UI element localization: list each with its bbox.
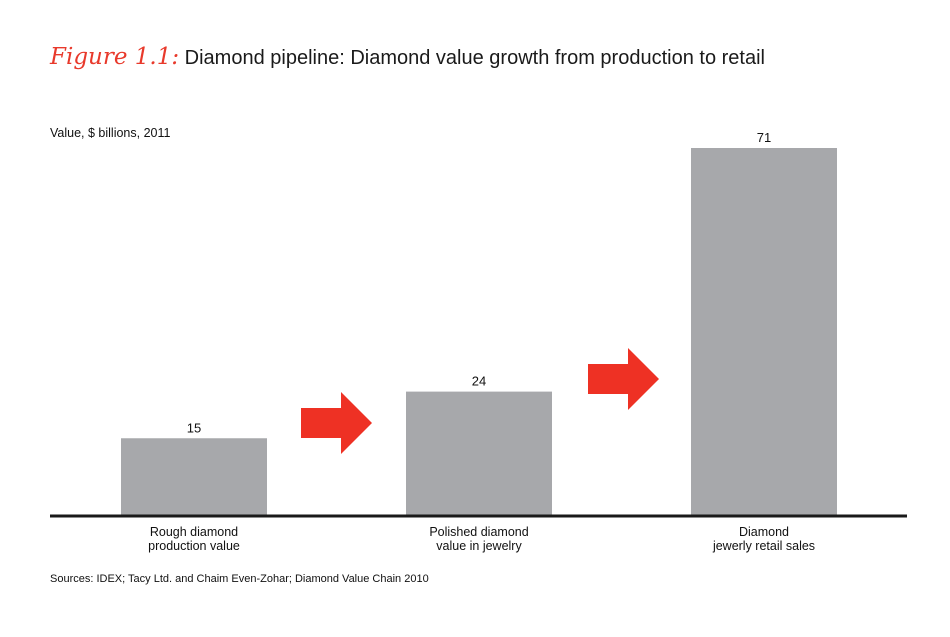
category-label-3-line-1: Diamond (739, 525, 789, 539)
chart-title: Figure 1.1: Diamond pipeline: Diamond va… (50, 44, 765, 70)
source-note: Sources: IDEX; Tacy Ltd. and Chaim Even-… (50, 573, 429, 585)
title-text: Diamond pipeline: Diamond value growth f… (184, 47, 765, 69)
bar-2 (406, 391, 552, 516)
bar-1 (121, 438, 267, 516)
arrow-right-icon-2 (588, 348, 659, 410)
data-label-2: 24 (472, 374, 486, 389)
category-label-1-line-2: production value (148, 539, 240, 553)
category-label-2-line-2: value in jewelry (436, 539, 522, 553)
y-axis-unit-label: Value, $ billions, 2011 (50, 126, 171, 140)
category-label-2-line-1: Polished diamond (429, 525, 528, 539)
category-label-3-line-2: jewerly retail sales (712, 539, 815, 553)
bar-3 (691, 148, 837, 516)
figure-label: Figure 1.1: (50, 44, 180, 70)
data-label-1: 15 (187, 420, 201, 435)
data-label-3: 71 (757, 130, 771, 145)
arrow-right-icon-1 (301, 392, 372, 454)
category-label-1-line-1: Rough diamond (150, 525, 238, 539)
